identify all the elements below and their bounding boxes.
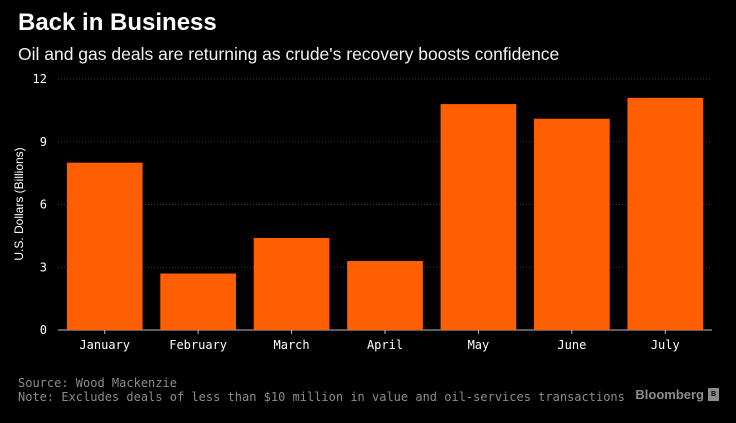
x-tick-label: March [274,338,310,352]
bar-june [534,118,610,330]
y-tick-labels: 0 3 6 9 12 [33,72,47,337]
x-tick-label: January [79,338,130,352]
chart-subtitle: Oil and gas deals are returning as crude… [18,44,560,64]
bar-march [253,237,330,330]
x-tick-label: July [651,338,680,352]
x-tick-labels: January February March April May June July [79,330,680,352]
y-tick-label: 9 [40,135,47,149]
y-tick-label: 3 [40,260,47,274]
y-tick-label: 12 [33,72,47,86]
y-tick-label: 0 [40,323,47,337]
x-tick-label: June [557,338,586,352]
footnote: Note: Excludes deals of less than $10 mi… [18,390,625,404]
bloomberg-logo: Bloomberg B [635,387,719,402]
chart-title: Back in Business [18,9,217,36]
x-tick-label: May [468,338,490,352]
bar-july [627,97,704,330]
x-tick-label: April [367,338,403,352]
bars [66,97,704,330]
bar-may [440,104,517,330]
y-axis-label: U.S. Dollars (Billions) [12,147,26,260]
y-tick-label: 6 [40,198,47,212]
x-tick-label: February [169,338,227,352]
bloomberg-mark-icon: B [708,388,719,401]
bar-april [347,260,423,330]
bar-february [160,273,236,330]
brand-name: Bloomberg [635,387,704,402]
source-note: Source: Wood Mackenzie [18,376,177,390]
bar-january [66,162,143,330]
